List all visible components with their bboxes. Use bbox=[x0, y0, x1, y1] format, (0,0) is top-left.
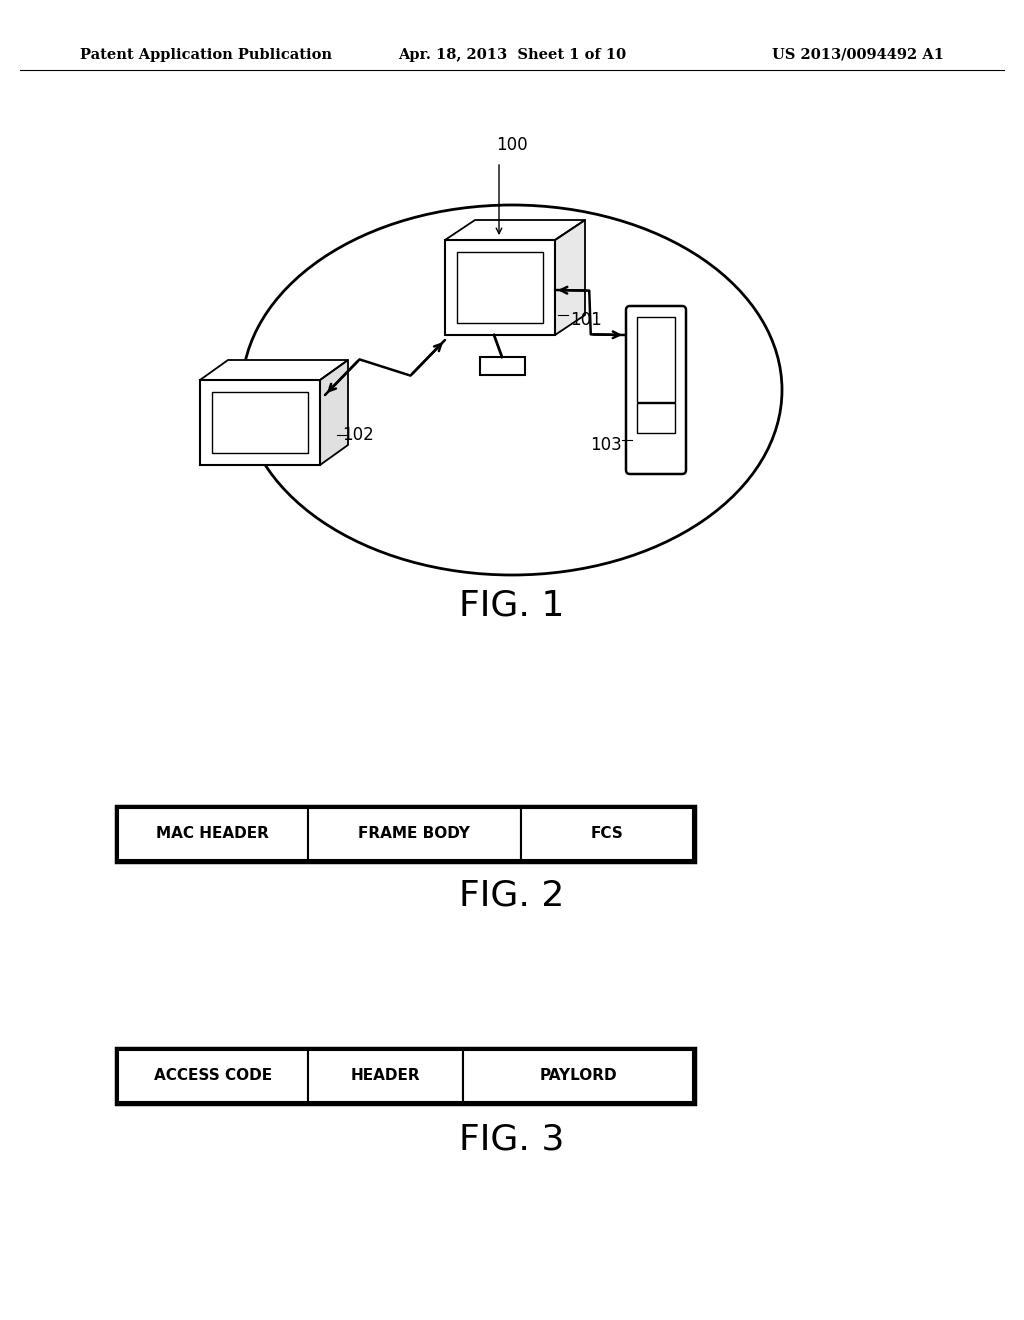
Bar bbox=[116, 807, 695, 862]
Polygon shape bbox=[319, 360, 348, 465]
FancyBboxPatch shape bbox=[626, 306, 686, 474]
Bar bbox=[308, 1049, 463, 1102]
Bar bbox=[445, 240, 555, 335]
Bar bbox=[479, 356, 524, 375]
Bar bbox=[520, 808, 693, 861]
Text: FIG. 2: FIG. 2 bbox=[460, 878, 564, 912]
Bar bbox=[463, 1049, 693, 1102]
Bar bbox=[212, 392, 308, 453]
Text: ACCESS CODE: ACCESS CODE bbox=[154, 1068, 272, 1084]
Bar bbox=[637, 403, 675, 433]
Text: 101: 101 bbox=[570, 312, 602, 329]
Text: 103: 103 bbox=[590, 436, 622, 454]
Polygon shape bbox=[200, 360, 348, 380]
Text: Apr. 18, 2013  Sheet 1 of 10: Apr. 18, 2013 Sheet 1 of 10 bbox=[398, 48, 626, 62]
Text: PAYLORD: PAYLORD bbox=[540, 1068, 616, 1084]
Text: HEADER: HEADER bbox=[350, 1068, 420, 1084]
Polygon shape bbox=[555, 220, 585, 335]
Bar bbox=[118, 808, 308, 861]
Bar bbox=[457, 252, 543, 323]
Text: FIG. 1: FIG. 1 bbox=[460, 587, 564, 622]
Text: Patent Application Publication: Patent Application Publication bbox=[80, 48, 332, 62]
Text: US 2013/0094492 A1: US 2013/0094492 A1 bbox=[772, 48, 944, 62]
Text: MAC HEADER: MAC HEADER bbox=[157, 826, 269, 842]
Text: FRAME BODY: FRAME BODY bbox=[358, 826, 470, 842]
Text: FIG. 3: FIG. 3 bbox=[460, 1123, 564, 1158]
Text: 102: 102 bbox=[342, 426, 374, 444]
Bar bbox=[116, 1048, 695, 1104]
Polygon shape bbox=[445, 220, 585, 240]
Bar bbox=[118, 1049, 308, 1102]
Text: FCS: FCS bbox=[591, 826, 624, 842]
Bar bbox=[637, 317, 675, 403]
Bar bbox=[200, 380, 319, 465]
Text: 100: 100 bbox=[497, 136, 527, 154]
Bar bbox=[308, 808, 520, 861]
